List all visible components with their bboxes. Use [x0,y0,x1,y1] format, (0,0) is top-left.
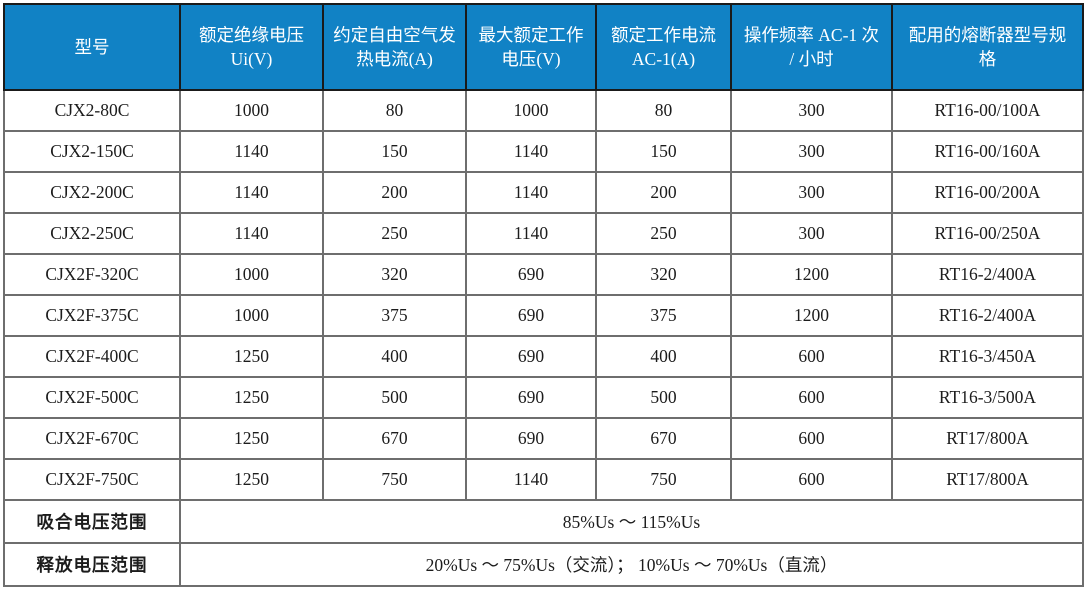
table-row: CJX2-80C 1000 80 1000 80 300 RT16-00/100A [3,89,1084,132]
value-cell: 1000 [179,89,324,132]
model-cell: CJX2F-500C [3,376,181,419]
value-cell: 1250 [179,417,324,460]
value-cell: 1140 [179,130,324,173]
value-cell: 1200 [730,253,893,296]
table-row: CJX2F-400C 1250 400 690 400 600 RT16-3/450A [3,335,1084,378]
value-cell: 1000 [179,294,324,337]
model-cell: CJX2-150C [3,130,181,173]
value-cell: 375 [595,294,732,337]
pickup-voltage-value: 85%Us ～ 115%Us [179,499,1084,544]
value-cell: 150 [595,130,732,173]
value-cell: RT16-3/500A [891,376,1084,419]
table-footer: 吸合电压范围 85%Us ～ 115%Us 释放电压范围 20%Us ～ 75%… [3,499,1084,587]
value-cell: 1200 [730,294,893,337]
table-row: CJX2F-750C 1250 750 1140 750 600 RT17/800A [3,458,1084,501]
value-cell: RT16-00/100A [891,89,1084,132]
value-cell: RT16-00/160A [891,130,1084,173]
release-voltage-value: 20%Us ～ 75%Us（交流）； 10%Us ～ 70%Us（直流） [179,542,1084,587]
value-cell: RT16-2/400A [891,253,1084,296]
value-cell: 200 [322,171,467,214]
header-row: 型号 额定绝缘电压 Ui(V) 约定自由空气发热电流(A) 最大额定工作电压(V… [3,3,1084,91]
value-cell: 1250 [179,458,324,501]
value-cell: 80 [595,89,732,132]
model-cell: CJX2-200C [3,171,181,214]
table-row: CJX2-150C 1140 150 1140 150 300 RT16-00/160A [3,130,1084,173]
value-cell: 690 [465,294,597,337]
value-cell: 1140 [465,212,597,255]
column-header-model: 型号 [3,3,181,91]
release-voltage-label: 释放电压范围 [3,542,181,587]
value-cell: 670 [322,417,467,460]
value-cell: 375 [322,294,467,337]
model-cell: CJX2F-670C [3,417,181,460]
value-cell: 1140 [179,212,324,255]
value-cell: 320 [595,253,732,296]
column-header-insulation-voltage: 额定绝缘电压 Ui(V) [179,3,324,91]
value-cell: RT16-2/400A [891,294,1084,337]
table-row: CJX2-200C 1140 200 1140 200 300 RT16-00/200A [3,171,1084,214]
value-cell: 690 [465,376,597,419]
value-cell: 400 [322,335,467,378]
value-cell: 750 [322,458,467,501]
value-cell: 1140 [465,458,597,501]
model-cell: CJX2-250C [3,212,181,255]
value-cell: 670 [595,417,732,460]
value-cell: RT16-00/200A [891,171,1084,214]
value-cell: 1140 [179,171,324,214]
value-cell: 250 [322,212,467,255]
column-header-max-working-voltage: 最大额定工作电压(V) [465,3,597,91]
table-header: 型号 额定绝缘电压 Ui(V) 约定自由空气发热电流(A) 最大额定工作电压(V… [3,3,1084,91]
value-cell: 600 [730,458,893,501]
table-row: CJX2F-375C 1000 375 690 375 1200 RT16-2/400A [3,294,1084,337]
column-header-operating-frequency: 操作频率 AC-1 次 / 小时 [730,3,893,91]
value-cell: RT16-00/250A [891,212,1084,255]
table-row: CJX2-250C 1140 250 1140 250 300 RT16-00/250A [3,212,1084,255]
value-cell: 1000 [465,89,597,132]
contactor-spec-table: 型号 额定绝缘电压 Ui(V) 约定自由空气发热电流(A) 最大额定工作电压(V… [3,3,1084,587]
footer-row-pickup-voltage: 吸合电压范围 85%Us ～ 115%Us [3,499,1084,544]
value-cell: RT16-3/450A [891,335,1084,378]
model-cell: CJX2F-750C [3,458,181,501]
value-cell: RT17/800A [891,458,1084,501]
value-cell: 600 [730,335,893,378]
value-cell: 300 [730,89,893,132]
table-body: CJX2-80C 1000 80 1000 80 300 RT16-00/100A CJX2-… [3,89,1084,501]
table-row: CJX2F-320C 1000 320 690 320 1200 RT16-2/400A [3,253,1084,296]
value-cell: 500 [595,376,732,419]
table-row: CJX2F-670C 1250 670 690 670 600 RT17/800A [3,417,1084,460]
value-cell: 690 [465,335,597,378]
model-cell: CJX2F-400C [3,335,181,378]
pickup-voltage-label: 吸合电压范围 [3,499,181,544]
value-cell: 690 [465,253,597,296]
column-header-thermal-current: 约定自由空气发热电流(A) [322,3,467,91]
table-row: CJX2F-500C 1250 500 690 500 600 RT16-3/500A [3,376,1084,419]
value-cell: RT17/800A [891,417,1084,460]
value-cell: 1000 [179,253,324,296]
column-header-rated-current: 额定工作电流 AC-1(A) [595,3,732,91]
value-cell: 300 [730,212,893,255]
value-cell: 80 [322,89,467,132]
value-cell: 1250 [179,335,324,378]
value-cell: 1250 [179,376,324,419]
value-cell: 150 [322,130,467,173]
value-cell: 250 [595,212,732,255]
model-cell: CJX2F-320C [3,253,181,296]
value-cell: 400 [595,335,732,378]
footer-row-release-voltage: 释放电压范围 20%Us ～ 75%Us（交流）； 10%Us ～ 70%Us（… [3,542,1084,587]
value-cell: 320 [322,253,467,296]
model-cell: CJX2F-375C [3,294,181,337]
column-header-fuse-spec: 配用的熔断器型号规格 [891,3,1084,91]
value-cell: 200 [595,171,732,214]
value-cell: 1140 [465,171,597,214]
value-cell: 300 [730,130,893,173]
value-cell: 750 [595,458,732,501]
value-cell: 300 [730,171,893,214]
value-cell: 690 [465,417,597,460]
value-cell: 600 [730,376,893,419]
value-cell: 600 [730,417,893,460]
model-cell: CJX2-80C [3,89,181,132]
value-cell: 1140 [465,130,597,173]
value-cell: 500 [322,376,467,419]
